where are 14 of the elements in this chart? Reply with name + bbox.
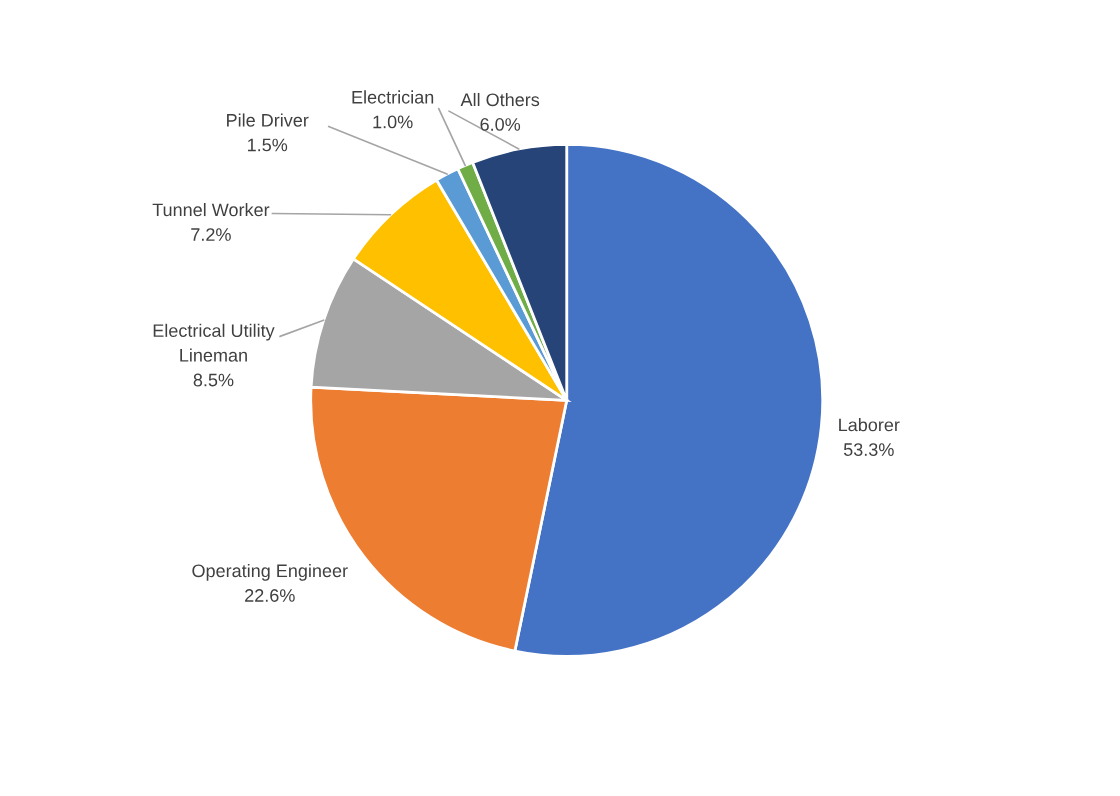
slice-label: Electrical Utility Lineman <box>153 323 275 362</box>
slice-label: Electrician <box>352 90 434 104</box>
slice-label: Laborer <box>839 418 900 432</box>
data-label: 1.0% <box>373 115 413 129</box>
data-label: 53.3% <box>843 443 894 456</box>
data-label: 1.5% <box>248 138 288 152</box>
data-label: 7.2% <box>191 228 231 241</box>
slice-label: Operating Engineer <box>192 563 348 581</box>
slice-label: Tunnel Worker <box>152 203 270 217</box>
data-label: 22.6% <box>245 589 295 602</box>
slice-label: All Others <box>460 92 540 107</box>
slice-label: Pile Driver <box>227 113 309 127</box>
data-label: 6.0% <box>480 118 521 131</box>
data-label: 8.5% <box>193 373 234 387</box>
